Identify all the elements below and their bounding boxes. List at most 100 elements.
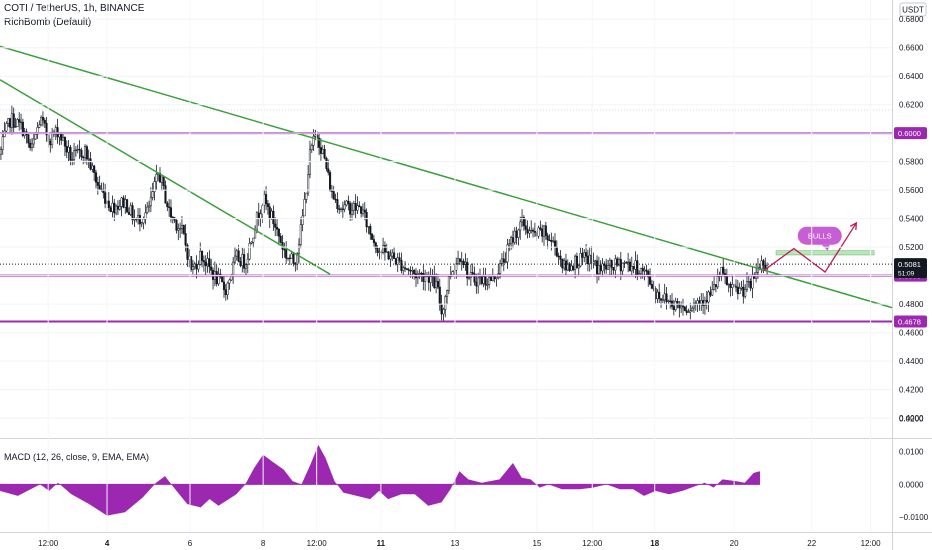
candle-body (641, 267, 644, 272)
candle-body (608, 259, 611, 266)
candle-body (477, 277, 480, 287)
candle-body (722, 266, 725, 274)
bulls-bubble[interactable] (797, 226, 842, 245)
candle-body (669, 300, 672, 302)
candle-body (649, 276, 652, 285)
candle-body (93, 165, 96, 173)
level-price-label: 0.4678 (898, 317, 921, 326)
candle-body (478, 276, 482, 279)
candle-body (16, 119, 19, 127)
candle-body (645, 269, 648, 272)
candle-body (557, 255, 560, 258)
candle-body (334, 199, 337, 201)
indicator-title[interactable]: RichBomb (Default) (4, 17, 92, 28)
macd-title[interactable]: MACD (12, 26, close, 9, EMA, EMA) (4, 452, 149, 462)
candle-body (745, 281, 749, 290)
time-tick-label: 12:00 (38, 539, 59, 548)
candle-body (243, 254, 246, 269)
candle-body (659, 298, 663, 301)
candle-body (365, 211, 368, 227)
price-tick-label: 0.5200 (899, 243, 924, 252)
price-axis[interactable]: 0.6800 0.6600 0.6400 0.6200 0.6000 0.5800 0.56… (0, 15, 929, 522)
candle-body (221, 276, 224, 283)
candle-body (332, 191, 335, 200)
candle-body (45, 122, 48, 136)
candle-body (473, 273, 476, 283)
candle-body (466, 261, 469, 279)
candle-body (201, 251, 204, 261)
candle-body (352, 203, 355, 211)
time-tick-label: 22 (807, 539, 816, 548)
candle-body (372, 239, 375, 243)
candle-body (305, 192, 308, 200)
symbol-title[interactable]: COTI / TetherUS, 1h, BINANCE (4, 3, 145, 14)
candle-body (577, 265, 580, 269)
candle-body (314, 134, 317, 137)
candle-body (552, 240, 555, 242)
candle-body (171, 216, 174, 219)
candle-body (703, 300, 706, 306)
candle-body (217, 273, 220, 285)
candle-body (742, 286, 745, 297)
candle-body (65, 145, 68, 153)
candle-body (336, 199, 339, 209)
candle-body (499, 263, 502, 274)
candle-body (319, 147, 322, 154)
target-zone[interactable] (775, 250, 875, 256)
candle-body (120, 197, 123, 207)
candle-body (586, 255, 589, 265)
trend-line[interactable] (0, 79, 331, 275)
candle-body (500, 258, 504, 264)
candle-body (34, 134, 37, 140)
candle-body (356, 205, 359, 211)
candle-body (275, 227, 279, 230)
candle-body (142, 218, 145, 224)
candle-body (691, 307, 694, 311)
candle-body (30, 143, 34, 149)
candle-body (206, 258, 209, 267)
trend-line[interactable] (0, 45, 893, 309)
candle-body (252, 237, 255, 243)
candle-body (19, 121, 23, 124)
candle-body (616, 258, 619, 266)
candle-body (506, 244, 509, 263)
candle-body (347, 200, 350, 204)
candle-body (43, 120, 46, 124)
candle-body (731, 284, 734, 288)
candle-body (339, 208, 343, 210)
candle-body (345, 200, 348, 206)
level-price-tag (894, 315, 927, 328)
candle-body (14, 126, 17, 128)
candle-body (250, 241, 253, 244)
candle-body (73, 150, 76, 161)
time-axis[interactable]: 12:00 4 6 8 12:00 11 13 15 12:00 18 20 22 12:00 (38, 0, 881, 548)
candle-body (153, 181, 156, 192)
candle-body (94, 172, 98, 183)
macd-tick-label: −0.0100 (899, 513, 929, 522)
candle-body (149, 196, 152, 207)
candle-body (204, 261, 207, 267)
candle-body (643, 269, 646, 272)
candle-body (155, 173, 158, 182)
candle-body (391, 252, 394, 257)
candle-body (36, 127, 39, 135)
time-tick-label: 8 (261, 539, 266, 548)
candle-body (360, 206, 363, 214)
candle-body (374, 242, 377, 249)
candle-body (175, 219, 178, 231)
candle-body (424, 276, 427, 282)
candle-body (268, 206, 271, 219)
candle-body (548, 239, 551, 242)
candle-body (546, 235, 549, 241)
candle-body (274, 223, 277, 228)
candle-body (327, 168, 330, 173)
macd-tick-label: 0.0200 (899, 415, 924, 424)
candle-body (297, 244, 301, 254)
candle-body (195, 263, 198, 270)
candle-body (182, 225, 185, 234)
candle-body (40, 117, 43, 126)
currency-box[interactable] (899, 2, 927, 17)
candle-body (135, 218, 138, 221)
candle-body (385, 251, 388, 253)
